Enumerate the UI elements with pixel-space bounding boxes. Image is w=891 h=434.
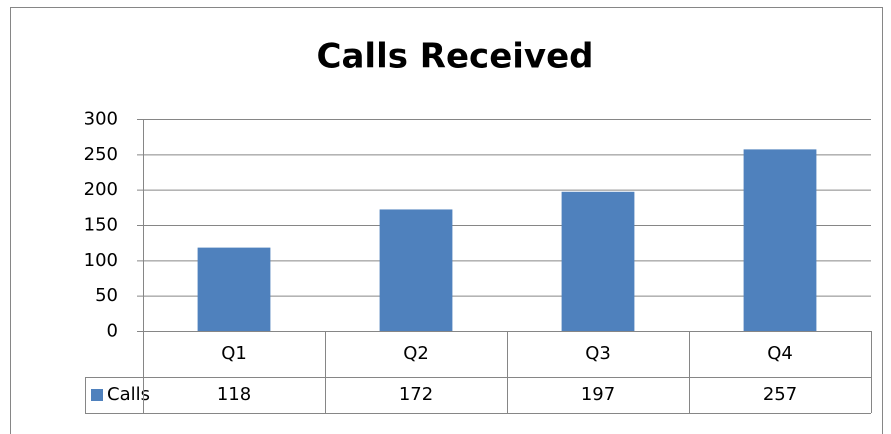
table-value: 172: [399, 384, 433, 405]
table-value: 118: [217, 384, 251, 405]
table-value: 257: [763, 384, 797, 405]
x-tick-label: Q3: [585, 343, 611, 364]
x-tick-label: Q1: [221, 343, 247, 364]
y-tick-label: 50: [95, 285, 118, 306]
chart-title: Calls Received: [317, 37, 594, 77]
y-tick-label: 300: [84, 109, 118, 130]
legend-key: [91, 389, 103, 401]
bar: [379, 209, 453, 331]
x-tick-label: Q2: [403, 343, 429, 364]
y-tick-label: 200: [84, 179, 118, 200]
legend-label: Calls: [107, 384, 150, 405]
table-value: 197: [581, 384, 615, 405]
y-tick-label: 150: [84, 215, 118, 236]
bar: [197, 247, 271, 331]
y-tick-label: 250: [84, 144, 118, 165]
y-tick-label: 0: [107, 321, 118, 342]
y-tick-label: 100: [84, 250, 118, 271]
bar: [743, 149, 817, 331]
bar: [561, 191, 635, 331]
x-tick-label: Q4: [767, 343, 793, 364]
